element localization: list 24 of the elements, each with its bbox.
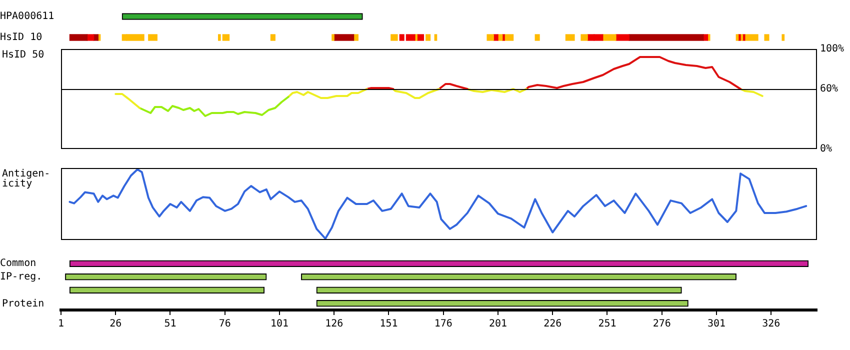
y-axis-title: Antigen-icity — [2, 168, 50, 190]
x-tick-label: 276 — [652, 318, 671, 330]
y-axis-title: HsID 50 — [2, 50, 44, 61]
x-tick-label: 76 — [218, 318, 231, 330]
x-tick-label: 326 — [762, 318, 780, 330]
y-tick-label: 0% — [820, 144, 832, 155]
x-tick-label: 26 — [110, 318, 122, 330]
y-tick-label: IP-reg. — [0, 271, 42, 282]
y-tick-label: 60% — [820, 84, 838, 95]
x-tick-label: 101 — [270, 318, 289, 330]
x-tick-label: 176 — [434, 318, 452, 330]
x-tick-label: 126 — [325, 318, 344, 330]
x-axis-title: Protein — [2, 298, 44, 310]
x-tick-label: 1 — [58, 318, 64, 330]
x-tick-label: 51 — [164, 318, 176, 330]
x-tick-label: 151 — [380, 318, 398, 330]
x-tick-label: 226 — [544, 318, 562, 330]
y-tick-label: 100% — [820, 44, 844, 55]
y-tick-label: HsID 10 — [0, 32, 42, 44]
x-tick-label: 251 — [598, 318, 616, 330]
y-tick-label: Common — [0, 258, 36, 270]
y-tick-label: HPA000611 — [0, 11, 54, 22]
x-tick-label: 201 — [488, 318, 508, 330]
x-tick-label: 301 — [707, 318, 726, 330]
